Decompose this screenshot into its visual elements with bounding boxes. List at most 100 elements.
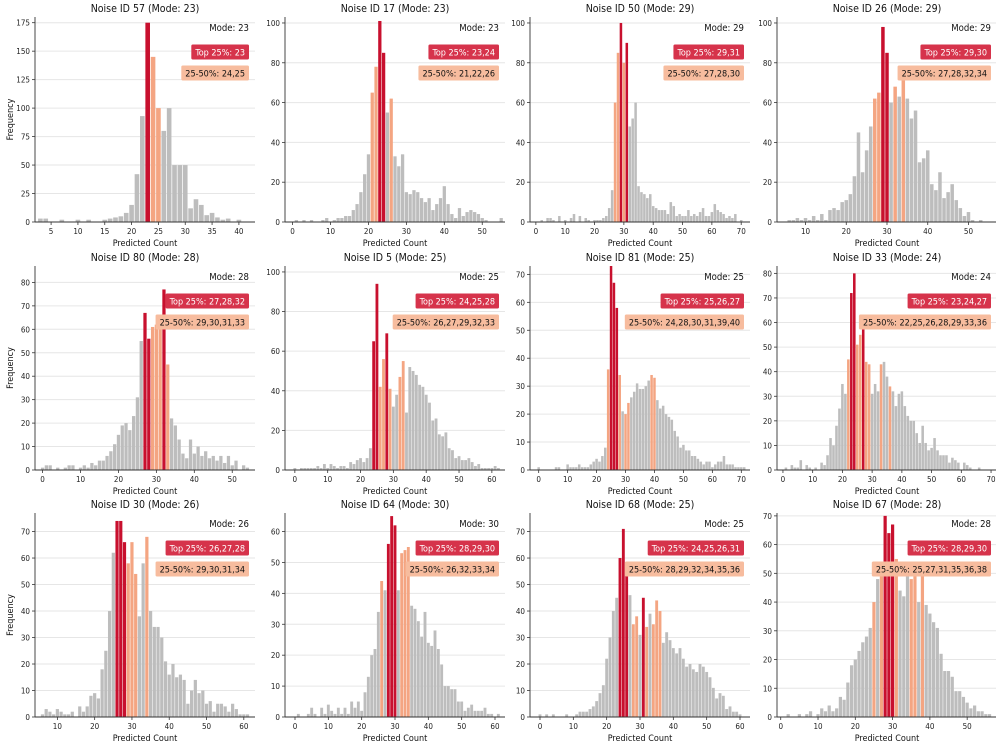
- q2550-bar: [166, 364, 170, 470]
- x-tick-label: 50: [702, 722, 712, 731]
- histogram-bar: [705, 461, 708, 470]
- histogram-bar: [220, 219, 226, 222]
- q2550-bar: [650, 374, 653, 470]
- histogram-bar: [868, 627, 872, 717]
- histogram-bar: [968, 467, 972, 470]
- histogram-bar: [870, 393, 874, 470]
- histogram-bar: [411, 370, 415, 470]
- top25-badge: Top 25%: 24,25,28: [419, 298, 495, 308]
- histogram-bar: [657, 210, 661, 222]
- histogram-bar: [678, 214, 681, 222]
- q2550-bar: [877, 92, 881, 222]
- histogram-bar: [296, 713, 300, 717]
- x-tick-label: 0: [293, 475, 298, 484]
- top25-bar: [386, 543, 390, 717]
- histogram-bar: [935, 627, 939, 717]
- histogram-bar: [790, 465, 794, 470]
- histogram-bar: [204, 451, 208, 470]
- q2550-bar: [150, 326, 155, 470]
- x-tick-label: 10: [563, 475, 573, 484]
- histogram-bar: [166, 108, 172, 222]
- histogram-bar: [946, 671, 951, 717]
- histogram-bar: [345, 468, 349, 470]
- histogram-bar: [829, 438, 832, 470]
- histogram-bar: [207, 458, 212, 470]
- histogram-bar: [685, 666, 689, 717]
- histogram-bar: [496, 713, 500, 717]
- histogram-bar: [921, 425, 924, 470]
- histogram-bar: [549, 218, 552, 222]
- q2550-bar: [126, 563, 130, 717]
- histogram-bar: [713, 204, 717, 222]
- top25-bar: [612, 282, 616, 470]
- histogram-bar: [470, 462, 474, 470]
- y-tick-label: 175: [16, 19, 30, 28]
- x-tick-label: 30: [127, 722, 137, 731]
- histogram-bar: [695, 216, 699, 222]
- x-tick-label: 30: [882, 227, 892, 236]
- histogram-bar: [134, 174, 140, 222]
- histogram-bar: [611, 611, 615, 717]
- x-axis-label: Predicted Count: [363, 239, 428, 249]
- x-tick-label: 20: [90, 722, 100, 731]
- histogram-bar: [416, 621, 420, 717]
- histogram-bar: [719, 212, 722, 222]
- histogram-bar: [366, 154, 371, 222]
- y-tick-label: 60: [271, 528, 281, 537]
- histogram-panel: 0 20 40 60 80 100 0 10 20 30 40 50 60 70 Noise ID 50 (…: [511, 3, 750, 249]
- histogram-bar: [734, 214, 737, 222]
- histogram-bar: [678, 648, 682, 717]
- histogram-bar: [363, 692, 367, 717]
- q2550-badge: 25-50%: 22,25,26,28,29,33,36: [863, 319, 987, 329]
- top25-bar: [861, 322, 865, 470]
- histogram-bar: [86, 467, 90, 470]
- histogram-bar: [632, 391, 636, 470]
- histogram-bar: [423, 611, 427, 717]
- histogram-bar: [365, 458, 369, 470]
- histogram-bar: [905, 98, 910, 222]
- top25-badge-box: [673, 44, 744, 60]
- panel-title: Noise ID 64 (Mode: 30): [341, 499, 450, 511]
- q2550-badge: 25-50%: 26,27,29,32,33: [397, 319, 495, 329]
- y-tick-label: 60: [271, 347, 281, 356]
- q2550-bar: [655, 600, 659, 717]
- q2550-badge: 25-50%: 24,28,30,31,39,40: [629, 319, 740, 329]
- histogram-bar: [607, 208, 611, 222]
- mode-annotation: Mode: 23: [209, 23, 249, 34]
- histogram-bar: [368, 448, 372, 470]
- histogram-bar: [67, 465, 71, 470]
- histogram-bar: [742, 467, 746, 470]
- q2550-bar: [653, 377, 656, 470]
- histogram-bar: [483, 707, 487, 717]
- histogram-bar: [676, 436, 679, 470]
- histogram-bar: [490, 468, 494, 470]
- x-tick-label: 15: [100, 227, 109, 236]
- y-tick-label: 20: [763, 417, 773, 426]
- histogram-bar: [385, 112, 390, 222]
- top25-badge: Top 25%: 27,28,32: [169, 298, 245, 308]
- histogram-bar: [969, 708, 973, 717]
- y-tick-label: 40: [763, 368, 773, 377]
- y-tick-label: 30: [271, 620, 281, 629]
- mode-annotation: Mode: 24: [951, 272, 991, 283]
- x-axis-label: Predicted Count: [608, 734, 673, 744]
- mode-annotation: Mode: 23: [459, 23, 499, 34]
- histogram-bar: [728, 706, 732, 717]
- y-tick-label: 40: [516, 138, 526, 147]
- x-axis-label: Predicted Count: [363, 734, 428, 744]
- mode-annotation: Mode: 28: [209, 272, 249, 283]
- y-tick-label: 100: [266, 268, 280, 277]
- histogram-bar: [131, 416, 136, 470]
- histogram-bar: [661, 642, 665, 717]
- histogram-bar: [702, 464, 705, 470]
- histogram-bar: [124, 423, 128, 470]
- histogram-bar: [160, 637, 164, 717]
- histogram-bar: [932, 622, 936, 717]
- histogram-bar: [605, 658, 609, 717]
- panel-title: Noise ID 50 (Mode: 29): [586, 3, 695, 15]
- histogram-bar: [201, 690, 205, 717]
- histogram-bar: [440, 664, 444, 717]
- histogram-bar: [431, 420, 435, 470]
- y-tick-label: 50: [763, 343, 773, 352]
- histogram-bar: [423, 202, 427, 222]
